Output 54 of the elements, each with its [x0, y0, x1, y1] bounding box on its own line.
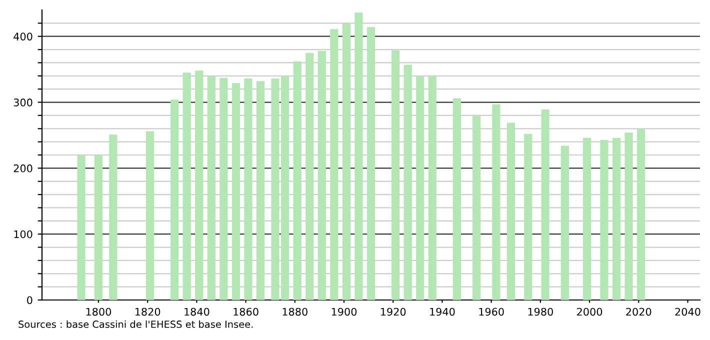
bar — [472, 116, 481, 300]
bar — [392, 50, 400, 300]
bar — [306, 52, 314, 300]
x-tick-label: 1800 — [86, 308, 112, 316]
x-tick-label: 1900 — [332, 308, 357, 316]
bar — [637, 128, 646, 300]
y-tick-label: 0 — [27, 296, 32, 304]
x-tick-label: 1820 — [135, 308, 160, 316]
y-tick-label: 300 — [14, 98, 32, 106]
bar — [612, 138, 621, 300]
x-tick-label: 2000 — [577, 308, 602, 316]
bar — [492, 104, 500, 300]
x-tick-label: 1920 — [380, 308, 406, 316]
bar — [195, 70, 204, 300]
bar — [560, 146, 570, 300]
bar — [256, 81, 265, 300]
x-tick-label: 1860 — [234, 308, 258, 316]
y-tick-label: 200 — [14, 164, 32, 172]
bar — [583, 138, 592, 300]
bar — [293, 61, 302, 300]
x-tick-label: 2020 — [626, 308, 652, 316]
bar — [404, 64, 412, 300]
bar — [342, 23, 350, 300]
y-tick-label: 400 — [14, 32, 32, 40]
bar — [170, 100, 179, 300]
bar — [232, 83, 240, 300]
bar — [452, 98, 461, 300]
bar — [109, 134, 118, 300]
bar — [428, 76, 436, 300]
bar — [506, 122, 515, 300]
bar — [416, 76, 424, 300]
bar — [244, 78, 252, 300]
bar — [330, 29, 338, 300]
x-tick-label: 1940 — [430, 308, 455, 316]
bar — [94, 155, 103, 300]
bar — [77, 155, 86, 300]
bar — [354, 12, 363, 300]
bar — [146, 131, 154, 300]
bar — [318, 50, 326, 300]
bar — [207, 76, 216, 300]
x-tick-label: 1980 — [528, 308, 553, 316]
bar — [600, 140, 608, 300]
x-tick-label: 1840 — [184, 308, 210, 316]
x-tick-label: 1960 — [479, 308, 504, 316]
x-tick-label: 2040 — [675, 308, 700, 316]
x-tick-label: 1880 — [282, 308, 308, 316]
bar — [524, 134, 532, 300]
bar — [182, 72, 191, 300]
bar — [220, 78, 228, 300]
source-note: Sources : base Cassini de l'EHESS et base Insee. — [18, 320, 253, 328]
y-tick-label: 100 — [14, 230, 32, 238]
bar — [541, 110, 550, 300]
bar — [624, 132, 633, 300]
bar — [366, 27, 376, 300]
